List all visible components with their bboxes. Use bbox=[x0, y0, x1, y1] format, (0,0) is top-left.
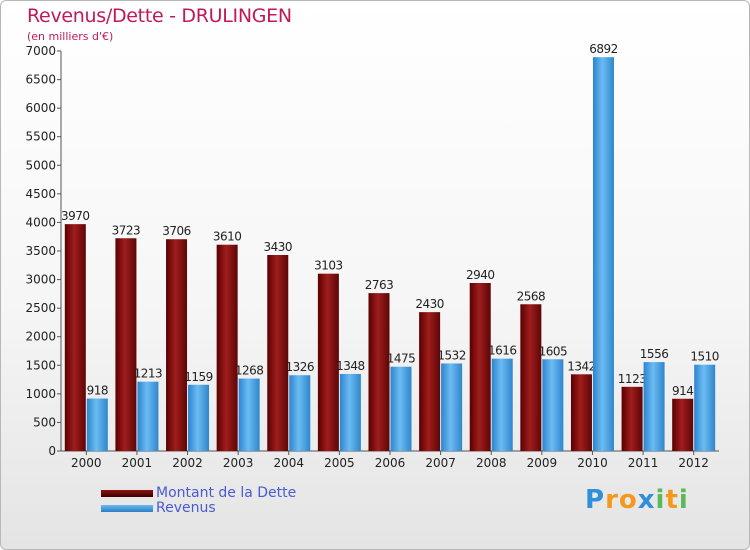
logo-letter: r bbox=[605, 485, 619, 515]
data-label-dette: 3706 bbox=[162, 224, 191, 238]
logo-letter: o bbox=[618, 485, 638, 515]
data-label-dette: 914 bbox=[672, 384, 693, 398]
data-label-revenus: 1213 bbox=[134, 367, 163, 381]
bar-revenus bbox=[694, 364, 716, 451]
y-tick-label: 4000 bbox=[25, 215, 56, 229]
x-tick-label: 2001 bbox=[122, 456, 153, 470]
y-tick-label: 5500 bbox=[25, 130, 56, 144]
x-tick-label: 2006 bbox=[375, 456, 406, 470]
data-label-revenus: 1616 bbox=[488, 344, 517, 358]
data-label-revenus: 918 bbox=[87, 384, 108, 398]
proxiti-logo: Proxiti bbox=[585, 485, 689, 515]
bar-revenus bbox=[592, 57, 614, 452]
data-label-dette: 2568 bbox=[517, 289, 546, 303]
y-tick-label: 6000 bbox=[25, 101, 56, 115]
bar-revenus bbox=[491, 358, 513, 451]
bar-dette bbox=[64, 224, 86, 451]
y-tick-label: 4500 bbox=[25, 187, 56, 201]
x-tick-label: 2010 bbox=[577, 456, 608, 470]
bar-dette bbox=[166, 239, 188, 451]
y-tick-label: 3000 bbox=[25, 273, 56, 287]
logo-letter: i bbox=[678, 485, 689, 515]
bar-revenus bbox=[643, 362, 665, 451]
bar-revenus bbox=[289, 375, 311, 451]
bar-revenus bbox=[339, 373, 361, 451]
data-label-revenus: 1510 bbox=[690, 350, 719, 364]
bar-dette bbox=[672, 398, 694, 451]
bar-dette bbox=[419, 312, 441, 451]
data-label-revenus: 1556 bbox=[640, 347, 669, 361]
x-tick-label: 2005 bbox=[324, 456, 355, 470]
bar-dette bbox=[469, 283, 491, 451]
x-tick-label: 2011 bbox=[628, 456, 659, 470]
data-label-revenus: 1605 bbox=[539, 344, 568, 358]
data-label-dette: 3103 bbox=[314, 259, 343, 273]
y-tick-label: 2000 bbox=[25, 330, 56, 344]
bar-revenus bbox=[86, 398, 108, 451]
bar-dette bbox=[267, 255, 289, 451]
data-label-dette: 3610 bbox=[213, 230, 242, 244]
logo-letter: x bbox=[637, 485, 656, 515]
legend-swatch-dette bbox=[101, 490, 153, 497]
y-tick-label: 1500 bbox=[25, 358, 56, 372]
logo-letter: i bbox=[655, 485, 666, 515]
data-label-revenus: 1475 bbox=[387, 352, 416, 366]
bar-dette bbox=[621, 386, 643, 451]
x-tick-label: 2012 bbox=[678, 456, 709, 470]
data-label-dette: 1123 bbox=[618, 372, 647, 386]
x-tick-label: 2002 bbox=[172, 456, 203, 470]
bar-dette bbox=[115, 238, 137, 451]
legend-label-dette: Montant de la Dette bbox=[156, 485, 297, 501]
data-label-revenus: 1268 bbox=[235, 364, 264, 378]
legend-swatch-revenus bbox=[101, 505, 153, 512]
bar-dette bbox=[368, 293, 390, 451]
y-tick-label: 7000 bbox=[25, 44, 56, 58]
data-label-dette: 2430 bbox=[415, 297, 444, 311]
bar-revenus bbox=[441, 363, 463, 451]
chart-title: Revenus/Dette - DRULINGEN bbox=[27, 5, 292, 27]
data-label-dette: 3970 bbox=[61, 209, 90, 223]
bar-revenus bbox=[137, 381, 159, 451]
data-label-revenus: 1532 bbox=[437, 348, 466, 362]
logo-letter: P bbox=[585, 485, 606, 515]
y-tick-label: 5000 bbox=[25, 158, 56, 172]
legend-label-revenus: Revenus bbox=[156, 500, 216, 516]
x-tick-label: 2009 bbox=[527, 456, 558, 470]
data-label-dette: 1342 bbox=[567, 359, 596, 373]
y-tick-label: 500 bbox=[33, 415, 56, 429]
bar-dette bbox=[520, 304, 542, 451]
y-tick-label: 3500 bbox=[25, 244, 56, 258]
x-tick-label: 2000 bbox=[71, 456, 102, 470]
x-tick-label: 2007 bbox=[425, 456, 456, 470]
bar-dette bbox=[570, 374, 592, 451]
bar-dette bbox=[216, 244, 238, 451]
chart-subtitle: (en milliers d'€) bbox=[27, 30, 114, 43]
bar-revenus bbox=[542, 359, 564, 451]
data-label-revenus: 1326 bbox=[285, 360, 314, 374]
bar-dette bbox=[317, 273, 339, 451]
data-label-dette: 2940 bbox=[466, 268, 495, 282]
bar-revenus bbox=[188, 384, 210, 451]
bar-revenus bbox=[390, 366, 412, 451]
y-tick-label: 6500 bbox=[25, 73, 56, 87]
data-label-revenus: 1159 bbox=[184, 370, 213, 384]
data-label-revenus: 6892 bbox=[589, 42, 618, 56]
y-tick-label: 0 bbox=[48, 444, 56, 458]
y-tick-label: 2500 bbox=[25, 301, 56, 315]
x-tick-label: 2004 bbox=[273, 456, 304, 470]
data-label-dette: 2763 bbox=[365, 278, 394, 292]
y-tick-label: 1000 bbox=[25, 387, 56, 401]
logo-letter: t bbox=[665, 485, 679, 515]
data-label-dette: 3430 bbox=[263, 240, 292, 254]
x-tick-label: 2003 bbox=[223, 456, 254, 470]
data-label-revenus: 1348 bbox=[336, 359, 365, 373]
data-label-dette: 3723 bbox=[112, 223, 141, 237]
bar-revenus bbox=[238, 378, 260, 451]
x-tick-label: 2008 bbox=[476, 456, 507, 470]
